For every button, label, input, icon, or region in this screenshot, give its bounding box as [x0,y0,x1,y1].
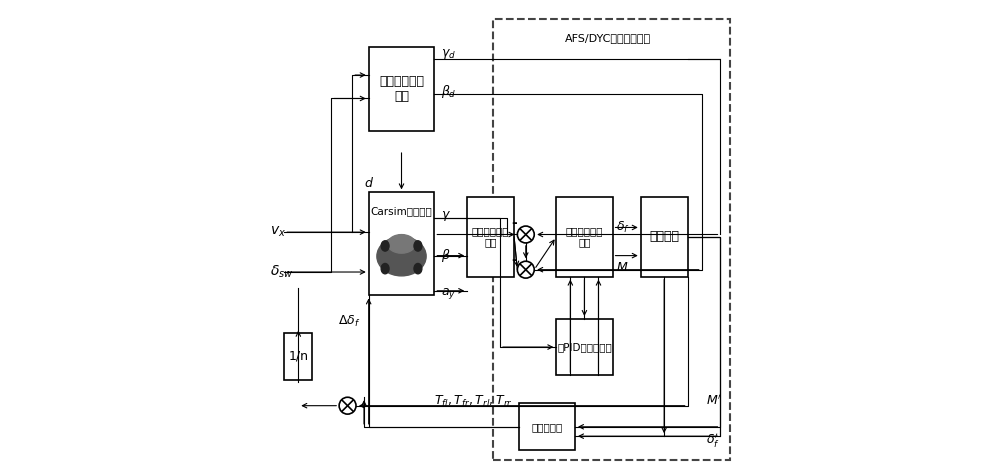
Text: $\beta$: $\beta$ [441,247,451,264]
Text: $v_x$: $v_x$ [270,225,286,239]
Text: $\delta_{sw}$: $\delta_{sw}$ [270,264,294,280]
Text: -: - [512,216,517,230]
Text: $\beta_d$: $\beta_d$ [441,83,457,100]
Text: $\delta_f^{\prime}$: $\delta_f^{\prime}$ [706,432,720,450]
Text: -: - [512,253,517,267]
Ellipse shape [381,241,389,251]
Text: $\gamma$: $\gamma$ [441,209,451,223]
FancyBboxPatch shape [467,197,514,277]
FancyBboxPatch shape [556,197,613,277]
FancyBboxPatch shape [284,333,312,380]
FancyBboxPatch shape [369,47,434,131]
Text: 类PID扰动观测器: 类PID扰动观测器 [557,342,612,352]
Text: $d$: $d$ [364,176,374,190]
Text: 复合超螺旋控
制器: 复合超螺旋控 制器 [566,226,603,248]
Text: Carsim仿真模型: Carsim仿真模型 [371,206,432,216]
FancyBboxPatch shape [556,319,613,375]
Ellipse shape [381,264,389,274]
Text: 1/n: 1/n [288,350,308,363]
Text: 集成控制: 集成控制 [649,230,679,243]
FancyBboxPatch shape [519,403,575,450]
Ellipse shape [414,241,422,251]
Text: $M^{\prime}$: $M^{\prime}$ [706,394,722,408]
Text: $T_{fl},T_{fr},T_{rl},T_{rr}$: $T_{fl},T_{fr},T_{rl},T_{rr}$ [434,393,513,408]
Text: 质心侧偏角观
测器: 质心侧偏角观 测器 [472,226,509,248]
Text: $\delta_f$: $\delta_f$ [616,220,630,235]
Text: AFS/DYC集成控制模块: AFS/DYC集成控制模块 [565,32,651,43]
Ellipse shape [414,264,422,274]
Text: $M$: $M$ [616,261,629,274]
Ellipse shape [377,237,426,276]
Text: 力矩分配器: 力矩分配器 [531,422,563,432]
Text: $a_y$: $a_y$ [441,286,456,301]
Text: $\Delta\delta_f$: $\Delta\delta_f$ [338,314,361,329]
Ellipse shape [388,234,415,253]
Text: 二自由度车辆
模型: 二自由度车辆 模型 [379,75,424,103]
FancyBboxPatch shape [641,197,688,277]
FancyBboxPatch shape [369,192,434,295]
Text: $\gamma_d$: $\gamma_d$ [441,47,456,61]
